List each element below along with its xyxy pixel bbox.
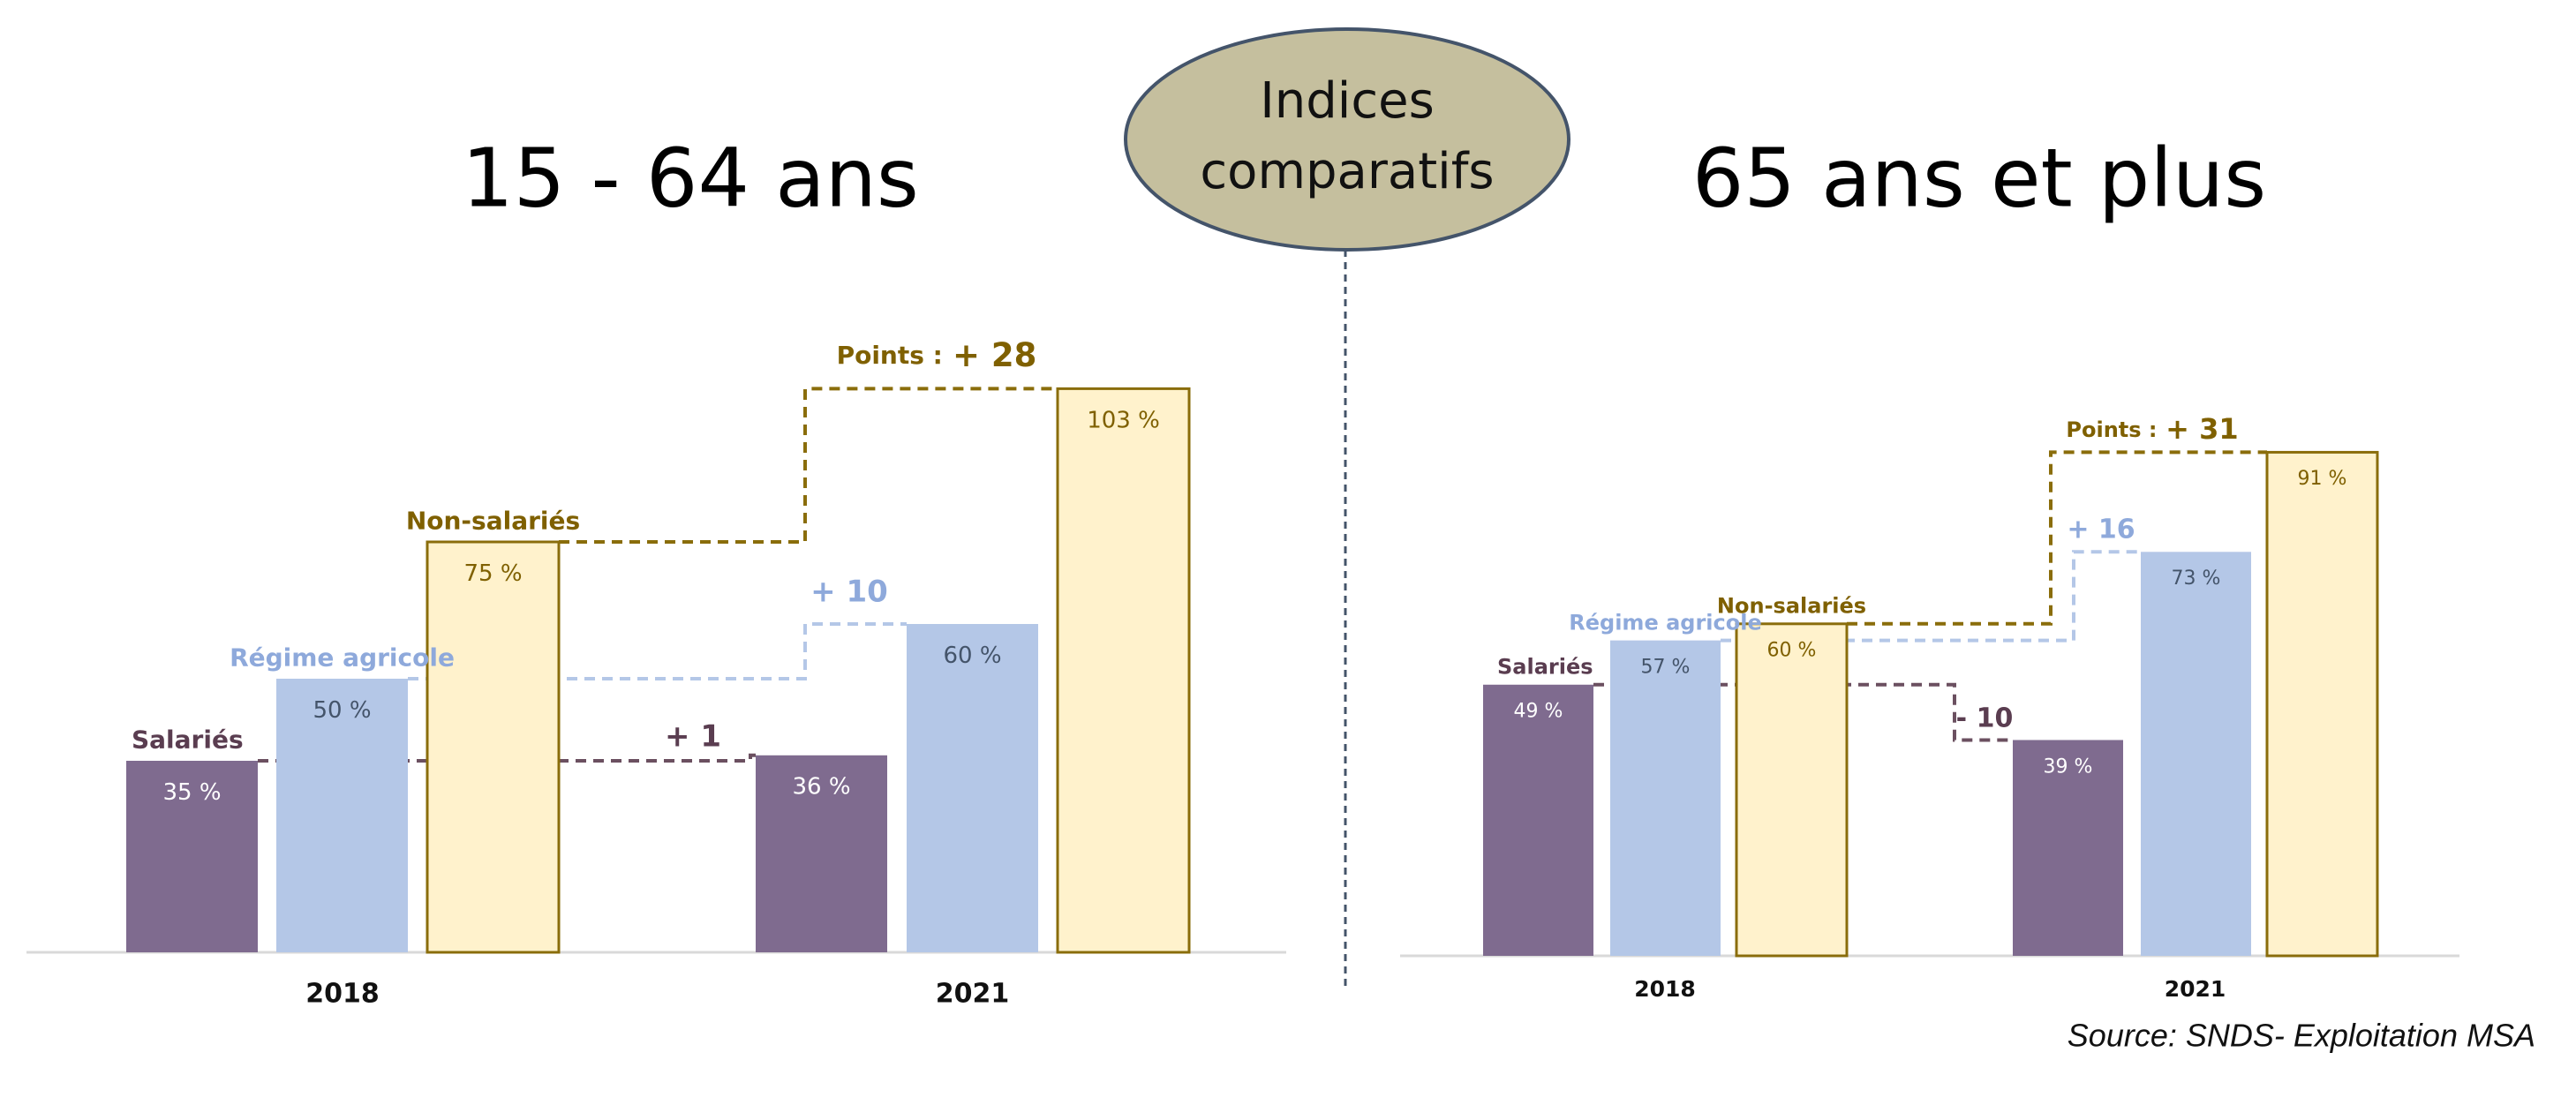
value-label: 75 % [463, 560, 522, 587]
bar [907, 624, 1038, 952]
change-label: + 16 [2067, 515, 2135, 545]
change-label: + 10 [810, 575, 888, 610]
change-connector [408, 622, 907, 680]
value-label: 60 % [943, 643, 1001, 669]
value-label: 49 % [1514, 701, 1563, 723]
value-label: 73 % [2172, 568, 2221, 590]
value-label: 39 % [2044, 755, 2093, 778]
bar [1056, 387, 1191, 954]
change-label: Points : + 31 [2066, 412, 2238, 446]
change-connector [258, 753, 756, 763]
points-label: Points : [2066, 417, 2157, 442]
bar [1610, 640, 1721, 956]
value-label: 50 % [313, 697, 371, 724]
series-label: Non-salariés [406, 507, 580, 536]
bar [126, 761, 258, 952]
change-connector [559, 387, 1058, 544]
chart-title: 15 - 64 ans [462, 131, 919, 225]
bar [2265, 450, 2379, 958]
x-tick-label: 2018 [305, 979, 380, 1010]
value-label: 91 % [2298, 468, 2347, 490]
change-value: + 28 [953, 336, 1036, 374]
x-tick-label: 2021 [936, 979, 1010, 1010]
bar [2013, 740, 2123, 956]
bar [2141, 552, 2251, 956]
value-label: 36 % [792, 774, 850, 801]
change-label: + 1 [665, 719, 721, 755]
badge [1124, 27, 1570, 252]
value-label: 60 % [1767, 640, 1817, 662]
chart-title: 65 ans et plus [1692, 131, 2266, 225]
series-label: Régime agricole [230, 643, 455, 673]
badge-text: Indices [1260, 72, 1435, 130]
change-connector [1721, 550, 2141, 643]
change-connector [1847, 450, 2267, 626]
change-label: - 10 [1956, 703, 2014, 734]
x-tick-label: 2021 [2165, 976, 2226, 1002]
badge-text: comparatifs [1200, 143, 1494, 200]
x-tick-label: 2018 [1634, 976, 1696, 1002]
series-label: Salariés [1497, 655, 1593, 680]
bar [276, 679, 408, 952]
series-label: Salariés [132, 725, 244, 755]
bar [756, 755, 887, 952]
series-label: Régime agricole [1569, 610, 1761, 635]
source: Source: SNDS- Exploitation MSA [2068, 1018, 2535, 1054]
bar [426, 540, 561, 954]
value-label: 57 % [1641, 656, 1691, 678]
bar [1483, 684, 1593, 956]
points-label: Points : [837, 341, 943, 370]
bar [1735, 622, 1849, 958]
change-value: + 31 [2165, 412, 2238, 446]
value-label: 103 % [1087, 407, 1160, 433]
change-label: Points : + 28 [837, 336, 1037, 374]
value-label: 35 % [162, 779, 221, 806]
series-label: Non-salariés [1717, 594, 1866, 619]
